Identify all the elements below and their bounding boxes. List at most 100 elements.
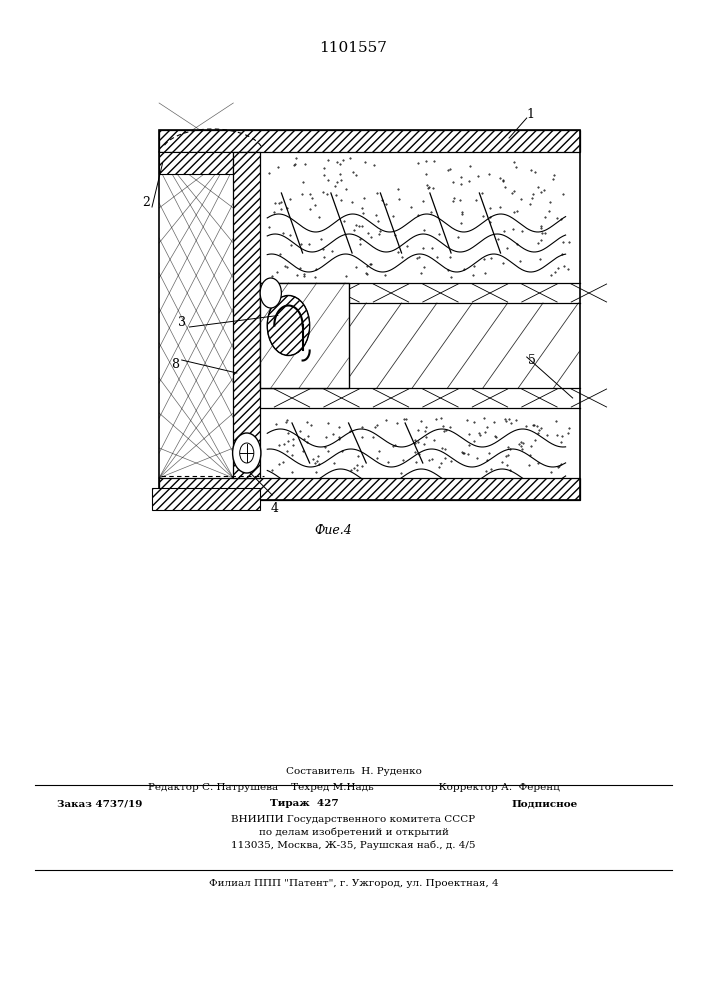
Point [426, 240, 438, 256]
Point [491, 429, 502, 445]
Text: ВНИИПИ Государственного комитета СССР: ВНИИПИ Государственного комитета СССР [231, 814, 476, 824]
Point [549, 167, 560, 183]
Point [472, 450, 483, 466]
Point [351, 167, 362, 183]
Point [297, 174, 308, 190]
Point [463, 173, 474, 189]
Point [503, 411, 515, 427]
Point [267, 462, 278, 478]
Point [501, 240, 513, 256]
Point [397, 452, 409, 468]
Point [462, 446, 474, 462]
Point [301, 414, 312, 430]
Point [498, 223, 510, 239]
Point [284, 191, 296, 207]
Point [530, 432, 541, 448]
Point [336, 192, 347, 208]
Point [272, 159, 284, 175]
Point [534, 251, 546, 267]
Point [361, 266, 372, 282]
Point [536, 420, 547, 436]
Point [376, 192, 387, 208]
Point [274, 246, 286, 262]
Point [365, 256, 376, 272]
Point [353, 448, 364, 464]
Point [322, 186, 333, 202]
Point [498, 172, 509, 188]
Point [298, 431, 310, 447]
Point [303, 428, 314, 444]
Point [414, 249, 425, 265]
Point [433, 459, 445, 475]
Point [479, 424, 491, 440]
Text: Составитель  Н. Руденко: Составитель Н. Руденко [286, 768, 421, 776]
Point [421, 177, 433, 193]
Point [370, 207, 382, 223]
Point [556, 246, 568, 262]
Point [338, 152, 349, 168]
Point [389, 227, 400, 243]
Bar [260, 303, 580, 388]
Point [356, 458, 368, 474]
Point [516, 191, 527, 207]
Point [563, 420, 575, 436]
Point [536, 218, 547, 234]
Point [392, 415, 403, 431]
Point [299, 156, 310, 172]
Point [423, 179, 435, 195]
Point [298, 443, 309, 459]
Point [496, 454, 508, 470]
Point [468, 414, 479, 430]
Point [356, 419, 368, 435]
Point [382, 454, 394, 470]
Point [518, 435, 529, 451]
Point [412, 422, 423, 438]
Point [455, 192, 466, 208]
Point [419, 222, 430, 238]
Point [400, 411, 411, 427]
Point [417, 193, 428, 209]
Point [418, 259, 429, 275]
Point [472, 168, 484, 184]
Point [558, 186, 569, 202]
Point [563, 234, 574, 250]
Point [443, 162, 454, 178]
Point [497, 255, 508, 271]
Point [553, 458, 564, 474]
Point [370, 419, 381, 435]
Text: по делам изобретений и открытий: по делам изобретений и открытий [259, 827, 448, 837]
Point [504, 462, 515, 478]
Point [502, 439, 513, 455]
Text: Редактор С. Патрушева    Техред М.Надь                    Корректор А.  Ференц: Редактор С. Патрушева Техред М.Надь Корр… [148, 782, 559, 792]
Point [276, 201, 287, 217]
Point [281, 259, 292, 275]
Point [374, 223, 385, 239]
Point [439, 450, 450, 466]
Point [539, 209, 550, 225]
Text: 113035, Москва, Ж-35, Раушская наб., д. 4/5: 113035, Москва, Ж-35, Раушская наб., д. … [231, 840, 476, 850]
Text: 1101557: 1101557 [320, 41, 387, 55]
Point [412, 434, 423, 450]
Point [276, 194, 287, 210]
Point [296, 236, 307, 252]
Point [319, 439, 330, 455]
Bar [159, 152, 233, 174]
Point [409, 435, 421, 451]
Point [419, 436, 430, 452]
Point [281, 200, 293, 216]
Point [527, 186, 539, 202]
Point [308, 451, 319, 467]
Point [357, 218, 368, 234]
Point [412, 207, 423, 223]
Point [492, 231, 503, 247]
Point [363, 225, 374, 241]
Point [392, 244, 404, 260]
Point [530, 164, 541, 180]
Point [445, 161, 456, 177]
Point [340, 181, 351, 197]
Point [425, 204, 436, 220]
Point [305, 186, 316, 202]
Point [319, 249, 330, 265]
Point [463, 426, 474, 442]
Point [322, 443, 334, 459]
